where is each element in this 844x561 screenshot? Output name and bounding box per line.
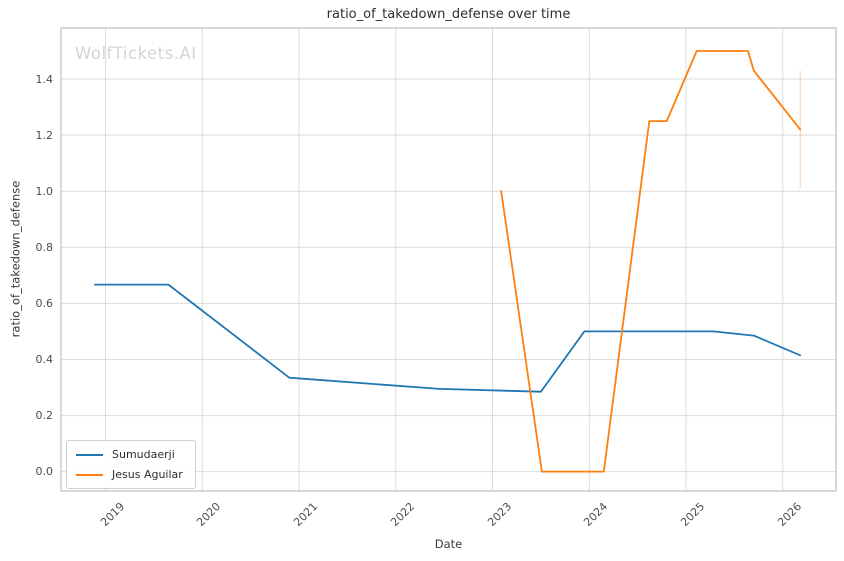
plot-border (60, 27, 837, 492)
legend-item-jesus-aguilar: Jesus Aguilar (76, 468, 183, 481)
line-jesus-aguilar (500, 50, 802, 473)
x-axis-label: Date (434, 537, 463, 551)
y-tick-label: 0.6 (35, 296, 54, 310)
y-tick-label: 1.0 (35, 184, 54, 198)
watermark: WolfTickets.AI (75, 44, 197, 63)
legend: Sumudaerji Jesus Aguilar (66, 440, 196, 489)
legend-swatch-line (76, 453, 103, 456)
legend-label: Jesus Aguilar (112, 468, 183, 481)
y-tick-label: 0.2 (35, 409, 54, 423)
y-tick-label: 1.2 (35, 128, 54, 142)
legend-item-sumudaerji: Sumudaerji (76, 448, 183, 461)
y-tick-label: 0.8 (35, 240, 54, 254)
line-sumudaerji (94, 283, 802, 393)
y-tick-label: 1.4 (35, 72, 54, 86)
legend-swatch-line (76, 473, 103, 476)
y-tick-label: 0.0 (35, 465, 54, 479)
y-tick-label: 0.4 (35, 352, 54, 366)
legend-label: Sumudaerji (112, 448, 175, 461)
chart-title: ratio_of_takedown_defense over time (326, 7, 571, 22)
